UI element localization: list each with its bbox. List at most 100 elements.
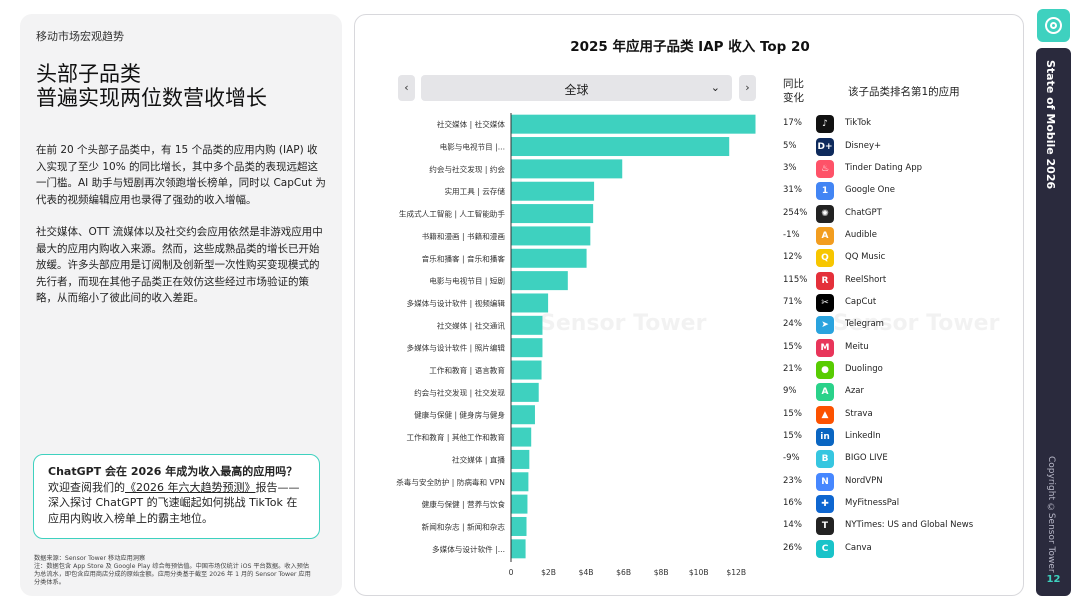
category-label: 工作和教育 | 其他工作和教育 bbox=[406, 432, 505, 442]
bar[interactable] bbox=[511, 248, 587, 268]
side-strip: State of Mobile 2026 Copyright ©Sensor T… bbox=[1036, 48, 1071, 596]
category-label: 多媒体与设计软件 | 视频编辑 bbox=[406, 298, 505, 308]
yoy-value: 16% bbox=[783, 498, 802, 509]
chatgpt-callout: ChatGPT 会在 2026 年成为收入最高的应用吗？ 欢迎查阅我们的《202… bbox=[33, 454, 320, 539]
bar[interactable] bbox=[511, 159, 623, 179]
top-app-name[interactable]: Meitu bbox=[845, 341, 869, 352]
category-label: 电影与电视节目 |... bbox=[440, 142, 505, 152]
top-app-name[interactable]: Strava bbox=[845, 408, 873, 419]
app-icon: ● bbox=[816, 361, 834, 380]
yoy-value: 15% bbox=[783, 408, 802, 419]
bar[interactable] bbox=[511, 539, 526, 559]
top-app-name[interactable]: CapCut bbox=[845, 296, 877, 307]
app-icon: A bbox=[816, 383, 834, 402]
yoy-value: -9% bbox=[783, 453, 800, 464]
bar[interactable] bbox=[511, 472, 529, 492]
top-app-name[interactable]: Canva bbox=[845, 542, 872, 553]
page-number: 12 bbox=[1046, 574, 1061, 585]
headline-line-1: 头部子品类 bbox=[36, 62, 141, 86]
category-label: 生成式人工智能 | 人工智能助手 bbox=[399, 209, 506, 219]
bar[interactable] bbox=[511, 204, 594, 224]
yoy-value: 9% bbox=[783, 386, 797, 397]
app-icon: Q bbox=[816, 249, 834, 268]
top-app-column-header: 该子品类排名第1的应用 bbox=[848, 86, 960, 98]
top-app-name[interactable]: Telegram bbox=[845, 319, 884, 330]
next-region-button[interactable]: › bbox=[739, 75, 756, 101]
top-app-name[interactable]: Google One bbox=[845, 185, 895, 196]
top-app-name[interactable]: LinkedIn bbox=[845, 431, 881, 442]
bar[interactable] bbox=[511, 494, 528, 514]
report-link[interactable]: 《2026 年六大趋势预测》 bbox=[125, 480, 256, 494]
app-icon: ✚ bbox=[816, 495, 834, 514]
app-icon: M bbox=[816, 338, 834, 357]
bar[interactable] bbox=[511, 516, 527, 536]
top-app-name[interactable]: ChatGPT bbox=[845, 207, 882, 218]
app-icon: ♪ bbox=[816, 115, 834, 134]
category-label: 实用工具 | 云存储 bbox=[444, 186, 505, 196]
yoy-value: 21% bbox=[783, 364, 802, 375]
x-tick-label: $12B bbox=[726, 568, 746, 577]
top-app-name[interactable]: ReelShort bbox=[845, 274, 887, 285]
app-icon: ✂ bbox=[816, 293, 834, 312]
prev-region-button[interactable]: ‹ bbox=[398, 75, 415, 101]
bar[interactable] bbox=[511, 271, 568, 291]
app-icon: ▲ bbox=[816, 405, 834, 424]
yoy-value: 15% bbox=[783, 431, 802, 442]
app-icon: A bbox=[816, 226, 834, 245]
callout-text-2: 报告——深入探讨 ChatGPT 的飞速崛起如何挑战 TikTok 在应用内购收… bbox=[48, 480, 300, 525]
category-label: 社交媒体 | 社交通讯 bbox=[437, 320, 506, 330]
top-app-name[interactable]: Audible bbox=[845, 229, 877, 240]
bar[interactable] bbox=[511, 114, 756, 134]
section-label: 移动市场宏观趋势 bbox=[36, 30, 124, 43]
bar[interactable] bbox=[511, 427, 532, 447]
bar[interactable] bbox=[511, 382, 539, 402]
category-label: 新闻和杂志 | 新闻和杂志 bbox=[422, 521, 506, 531]
bar[interactable] bbox=[511, 226, 591, 246]
sensor-tower-logo-icon[interactable] bbox=[1037, 9, 1070, 42]
x-tick-label: 0 bbox=[509, 568, 514, 577]
top-app-name[interactable]: Disney+ bbox=[845, 140, 882, 151]
category-label: 音乐和播客 | 音乐和播客 bbox=[422, 253, 506, 263]
region-value: 全球 bbox=[564, 83, 589, 97]
top-app-name[interactable]: Duolingo bbox=[845, 364, 883, 375]
top-app-name[interactable]: NordVPN bbox=[845, 475, 883, 486]
top-app-name[interactable]: QQ Music bbox=[845, 252, 886, 263]
category-label: 多媒体与设计软件 |... bbox=[432, 544, 505, 554]
top-app-name[interactable]: Tinder Dating App bbox=[845, 162, 923, 173]
category-label: 杀毒与安全防护 | 防病毒和 VPN bbox=[396, 477, 505, 487]
category-label: 约会与社交发现 | 社交发现 bbox=[414, 387, 505, 397]
bar[interactable] bbox=[511, 360, 542, 380]
yoy-header-line-1: 同比 bbox=[783, 78, 804, 90]
chart-card: 2025 年应用子品类 IAP 收入 Top 20 ‹ 全球 ⌄ › 同比 变化… bbox=[354, 14, 1024, 596]
bar[interactable] bbox=[511, 181, 595, 201]
yoy-value: 3% bbox=[783, 162, 797, 173]
yoy-value: -1% bbox=[783, 229, 800, 240]
top-app-name[interactable]: BIGO LIVE bbox=[845, 453, 888, 464]
page-headline: 头部子品类 普遍实现两位数营收增长 bbox=[36, 62, 326, 110]
headline-line-2: 普遍实现两位数营收增长 bbox=[36, 86, 267, 110]
region-dropdown[interactable]: 全球 ⌄ bbox=[421, 75, 732, 101]
top-app-name[interactable]: Azar bbox=[845, 386, 864, 397]
app-icon: T bbox=[816, 517, 834, 536]
top-app-name[interactable]: NYTimes: US and Global News bbox=[845, 520, 974, 531]
x-tick-label: $10B bbox=[689, 568, 709, 577]
app-icon: D+ bbox=[816, 137, 834, 156]
body-paragraph-1: 在前 20 个头部子品类中，有 15 个品类的应用内购 (IAP) 收入实现了至… bbox=[36, 144, 326, 206]
top-app-name[interactable]: MyFitnessPal bbox=[845, 498, 900, 509]
app-icon: B bbox=[816, 450, 834, 469]
copyright: Copyright ©Sensor Tower bbox=[1046, 456, 1056, 573]
yoy-value: 12% bbox=[783, 252, 802, 263]
bar[interactable] bbox=[511, 137, 730, 157]
bar[interactable] bbox=[511, 449, 530, 469]
bar[interactable] bbox=[511, 405, 535, 425]
yoy-value: 115% bbox=[783, 274, 808, 285]
bar[interactable] bbox=[511, 338, 543, 358]
callout-question: ChatGPT 会在 2026 年成为收入最高的应用吗？ bbox=[48, 465, 298, 478]
category-label: 多媒体与设计软件 | 照片编辑 bbox=[406, 343, 505, 353]
yoy-value: 71% bbox=[783, 296, 802, 307]
bar[interactable] bbox=[511, 315, 543, 335]
x-tick-label: $8B bbox=[654, 568, 669, 577]
bar[interactable] bbox=[511, 293, 549, 313]
top-app-name[interactable]: TikTok bbox=[845, 118, 872, 129]
